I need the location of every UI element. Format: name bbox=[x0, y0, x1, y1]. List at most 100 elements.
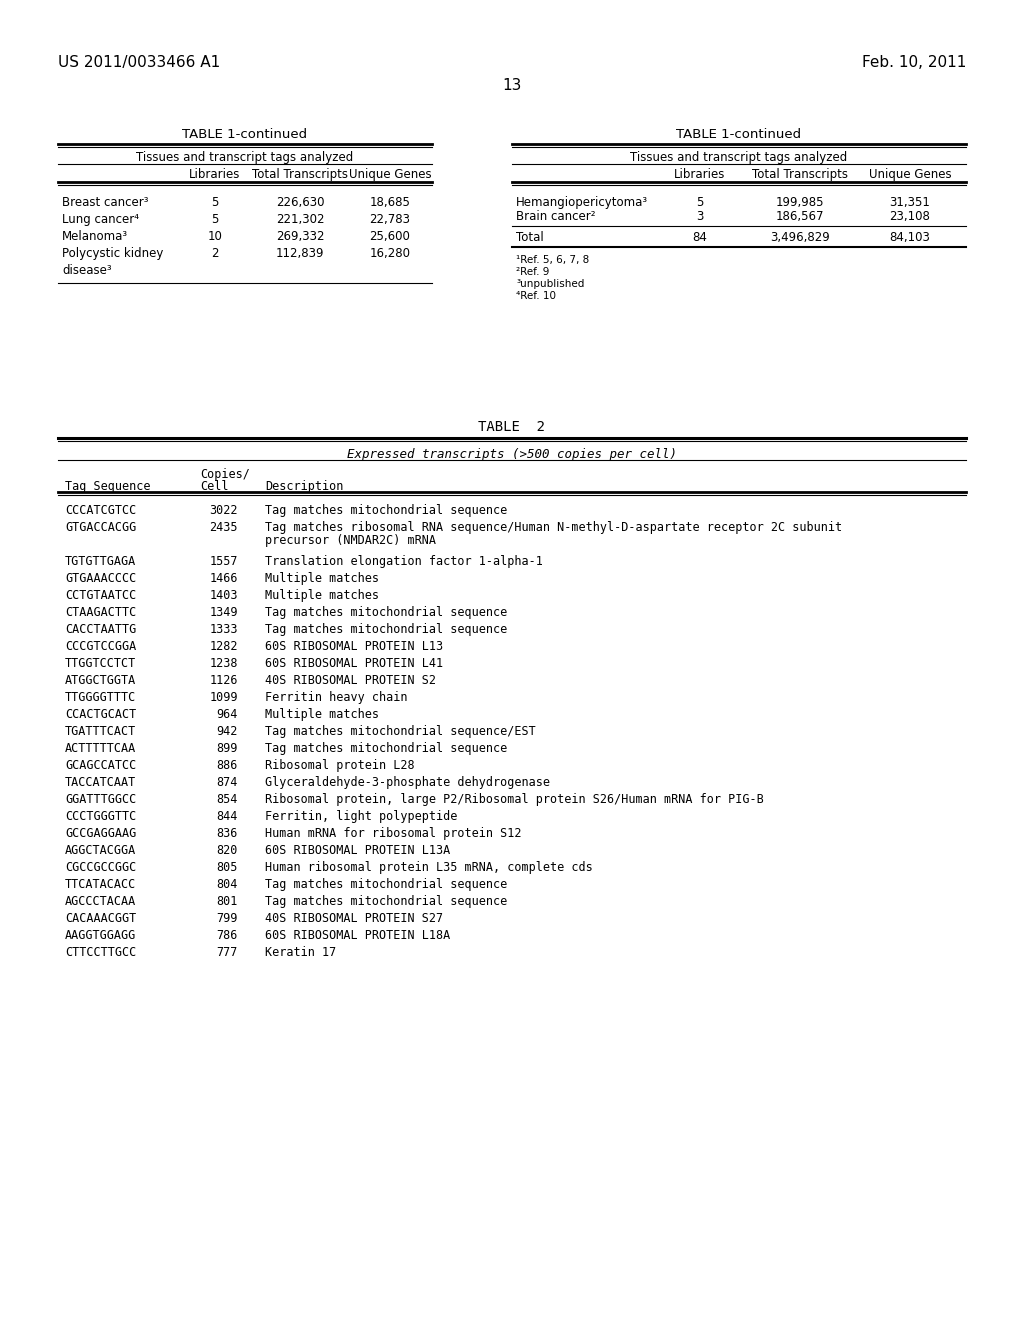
Text: 3022: 3022 bbox=[210, 504, 238, 517]
Text: Polycystic kidney: Polycystic kidney bbox=[62, 247, 164, 260]
Text: GTGAAACCCC: GTGAAACCCC bbox=[65, 572, 136, 585]
Text: 25,600: 25,600 bbox=[370, 230, 411, 243]
Text: Tag matches mitochondrial sequence: Tag matches mitochondrial sequence bbox=[265, 606, 507, 619]
Text: 13: 13 bbox=[503, 78, 521, 92]
Text: Unique Genes: Unique Genes bbox=[349, 168, 431, 181]
Text: 23,108: 23,108 bbox=[890, 210, 931, 223]
Text: 836: 836 bbox=[217, 828, 238, 840]
Text: 60S RIBOSOMAL PROTEIN L13A: 60S RIBOSOMAL PROTEIN L13A bbox=[265, 843, 451, 857]
Text: 942: 942 bbox=[217, 725, 238, 738]
Text: Description: Description bbox=[265, 480, 343, 492]
Text: 18,685: 18,685 bbox=[370, 195, 411, 209]
Text: 801: 801 bbox=[217, 895, 238, 908]
Text: 16,280: 16,280 bbox=[370, 247, 411, 260]
Text: GTGACCACGG: GTGACCACGG bbox=[65, 521, 136, 535]
Text: CACCTAATTG: CACCTAATTG bbox=[65, 623, 136, 636]
Text: 799: 799 bbox=[217, 912, 238, 925]
Text: Tissues and transcript tags analyzed: Tissues and transcript tags analyzed bbox=[136, 150, 353, 164]
Text: GGATTTGGCC: GGATTTGGCC bbox=[65, 793, 136, 807]
Text: CGCCGCCGGC: CGCCGCCGGC bbox=[65, 861, 136, 874]
Text: Expressed transcripts (>500 copies per cell): Expressed transcripts (>500 copies per c… bbox=[347, 447, 677, 461]
Text: 2: 2 bbox=[211, 247, 219, 260]
Text: Multiple matches: Multiple matches bbox=[265, 572, 379, 585]
Text: 886: 886 bbox=[217, 759, 238, 772]
Text: 805: 805 bbox=[217, 861, 238, 874]
Text: Lung cancer⁴: Lung cancer⁴ bbox=[62, 213, 139, 226]
Text: AGCCCTACAA: AGCCCTACAA bbox=[65, 895, 136, 908]
Text: 84,103: 84,103 bbox=[890, 231, 931, 244]
Text: 874: 874 bbox=[217, 776, 238, 789]
Text: Translation elongation factor 1-alpha-1: Translation elongation factor 1-alpha-1 bbox=[265, 554, 543, 568]
Text: 804: 804 bbox=[217, 878, 238, 891]
Text: TACCATCAAT: TACCATCAAT bbox=[65, 776, 136, 789]
Text: 5: 5 bbox=[211, 213, 219, 226]
Text: CCACTGCACT: CCACTGCACT bbox=[65, 708, 136, 721]
Text: TTCATACACC: TTCATACACC bbox=[65, 878, 136, 891]
Text: Tag matches ribosomal RNA sequence/Human N-methyl-D-aspartate receptor 2C subuni: Tag matches ribosomal RNA sequence/Human… bbox=[265, 521, 842, 535]
Text: ACTTTTTCAA: ACTTTTTCAA bbox=[65, 742, 136, 755]
Text: Glyceraldehyde-3-phosphate dehydrogenase: Glyceraldehyde-3-phosphate dehydrogenase bbox=[265, 776, 550, 789]
Text: Breast cancer³: Breast cancer³ bbox=[62, 195, 148, 209]
Text: Copies/: Copies/ bbox=[200, 469, 250, 480]
Text: TABLE  2: TABLE 2 bbox=[478, 420, 546, 434]
Text: Human ribosomal protein L35 mRNA, complete cds: Human ribosomal protein L35 mRNA, comple… bbox=[265, 861, 593, 874]
Text: CCCATCGTCC: CCCATCGTCC bbox=[65, 504, 136, 517]
Text: 777: 777 bbox=[217, 946, 238, 960]
Text: Melanoma³: Melanoma³ bbox=[62, 230, 128, 243]
Text: 31,351: 31,351 bbox=[890, 195, 931, 209]
Text: 22,783: 22,783 bbox=[370, 213, 411, 226]
Text: 1333: 1333 bbox=[210, 623, 238, 636]
Text: 186,567: 186,567 bbox=[776, 210, 824, 223]
Text: Keratin 17: Keratin 17 bbox=[265, 946, 336, 960]
Text: TABLE 1-continued: TABLE 1-continued bbox=[182, 128, 307, 141]
Text: 964: 964 bbox=[217, 708, 238, 721]
Text: GCCGAGGAAG: GCCGAGGAAG bbox=[65, 828, 136, 840]
Text: CCTGTAATCC: CCTGTAATCC bbox=[65, 589, 136, 602]
Text: TABLE 1-continued: TABLE 1-continued bbox=[677, 128, 802, 141]
Text: 5: 5 bbox=[696, 195, 703, 209]
Text: ²Ref. 9: ²Ref. 9 bbox=[516, 267, 549, 277]
Text: TTGGGGTTTC: TTGGGGTTTC bbox=[65, 690, 136, 704]
Text: Tag matches mitochondrial sequence: Tag matches mitochondrial sequence bbox=[265, 742, 507, 755]
Text: TTGGTCCTCT: TTGGTCCTCT bbox=[65, 657, 136, 671]
Text: Ferritin, light polypeptide: Ferritin, light polypeptide bbox=[265, 810, 458, 822]
Text: 1349: 1349 bbox=[210, 606, 238, 619]
Text: 60S RIBOSOMAL PROTEIN L41: 60S RIBOSOMAL PROTEIN L41 bbox=[265, 657, 443, 671]
Text: 60S RIBOSOMAL PROTEIN L13: 60S RIBOSOMAL PROTEIN L13 bbox=[265, 640, 443, 653]
Text: disease³: disease³ bbox=[62, 264, 112, 277]
Text: Tag matches mitochondrial sequence: Tag matches mitochondrial sequence bbox=[265, 504, 507, 517]
Text: Tag Sequence: Tag Sequence bbox=[65, 480, 151, 492]
Text: 199,985: 199,985 bbox=[776, 195, 824, 209]
Text: Multiple matches: Multiple matches bbox=[265, 708, 379, 721]
Text: 269,332: 269,332 bbox=[275, 230, 325, 243]
Text: CTAAGACTTC: CTAAGACTTC bbox=[65, 606, 136, 619]
Text: 60S RIBOSOMAL PROTEIN L18A: 60S RIBOSOMAL PROTEIN L18A bbox=[265, 929, 451, 942]
Text: ATGGCTGGTA: ATGGCTGGTA bbox=[65, 675, 136, 686]
Text: Tag matches mitochondrial sequence: Tag matches mitochondrial sequence bbox=[265, 895, 507, 908]
Text: 40S RIBOSOMAL PROTEIN S2: 40S RIBOSOMAL PROTEIN S2 bbox=[265, 675, 436, 686]
Text: US 2011/0033466 A1: US 2011/0033466 A1 bbox=[58, 55, 220, 70]
Text: 1403: 1403 bbox=[210, 589, 238, 602]
Text: 844: 844 bbox=[217, 810, 238, 822]
Text: 1557: 1557 bbox=[210, 554, 238, 568]
Text: AAGGTGGAGG: AAGGTGGAGG bbox=[65, 929, 136, 942]
Text: 10: 10 bbox=[208, 230, 222, 243]
Text: CCCTGGGTTC: CCCTGGGTTC bbox=[65, 810, 136, 822]
Text: 226,630: 226,630 bbox=[275, 195, 325, 209]
Text: precursor (NMDAR2C) mRNA: precursor (NMDAR2C) mRNA bbox=[265, 535, 436, 546]
Text: Total: Total bbox=[516, 231, 544, 244]
Text: 5: 5 bbox=[211, 195, 219, 209]
Text: GCAGCCATCC: GCAGCCATCC bbox=[65, 759, 136, 772]
Text: 1099: 1099 bbox=[210, 690, 238, 704]
Text: TGATTTCACT: TGATTTCACT bbox=[65, 725, 136, 738]
Text: Hemangiopericytoma³: Hemangiopericytoma³ bbox=[516, 195, 648, 209]
Text: 1126: 1126 bbox=[210, 675, 238, 686]
Text: Tag matches mitochondrial sequence: Tag matches mitochondrial sequence bbox=[265, 878, 507, 891]
Text: Total Transcripts: Total Transcripts bbox=[752, 168, 848, 181]
Text: 820: 820 bbox=[217, 843, 238, 857]
Text: 3,496,829: 3,496,829 bbox=[770, 231, 829, 244]
Text: Tag matches mitochondrial sequence: Tag matches mitochondrial sequence bbox=[265, 623, 507, 636]
Text: AGGCTACGGA: AGGCTACGGA bbox=[65, 843, 136, 857]
Text: 2435: 2435 bbox=[210, 521, 238, 535]
Text: 112,839: 112,839 bbox=[275, 247, 325, 260]
